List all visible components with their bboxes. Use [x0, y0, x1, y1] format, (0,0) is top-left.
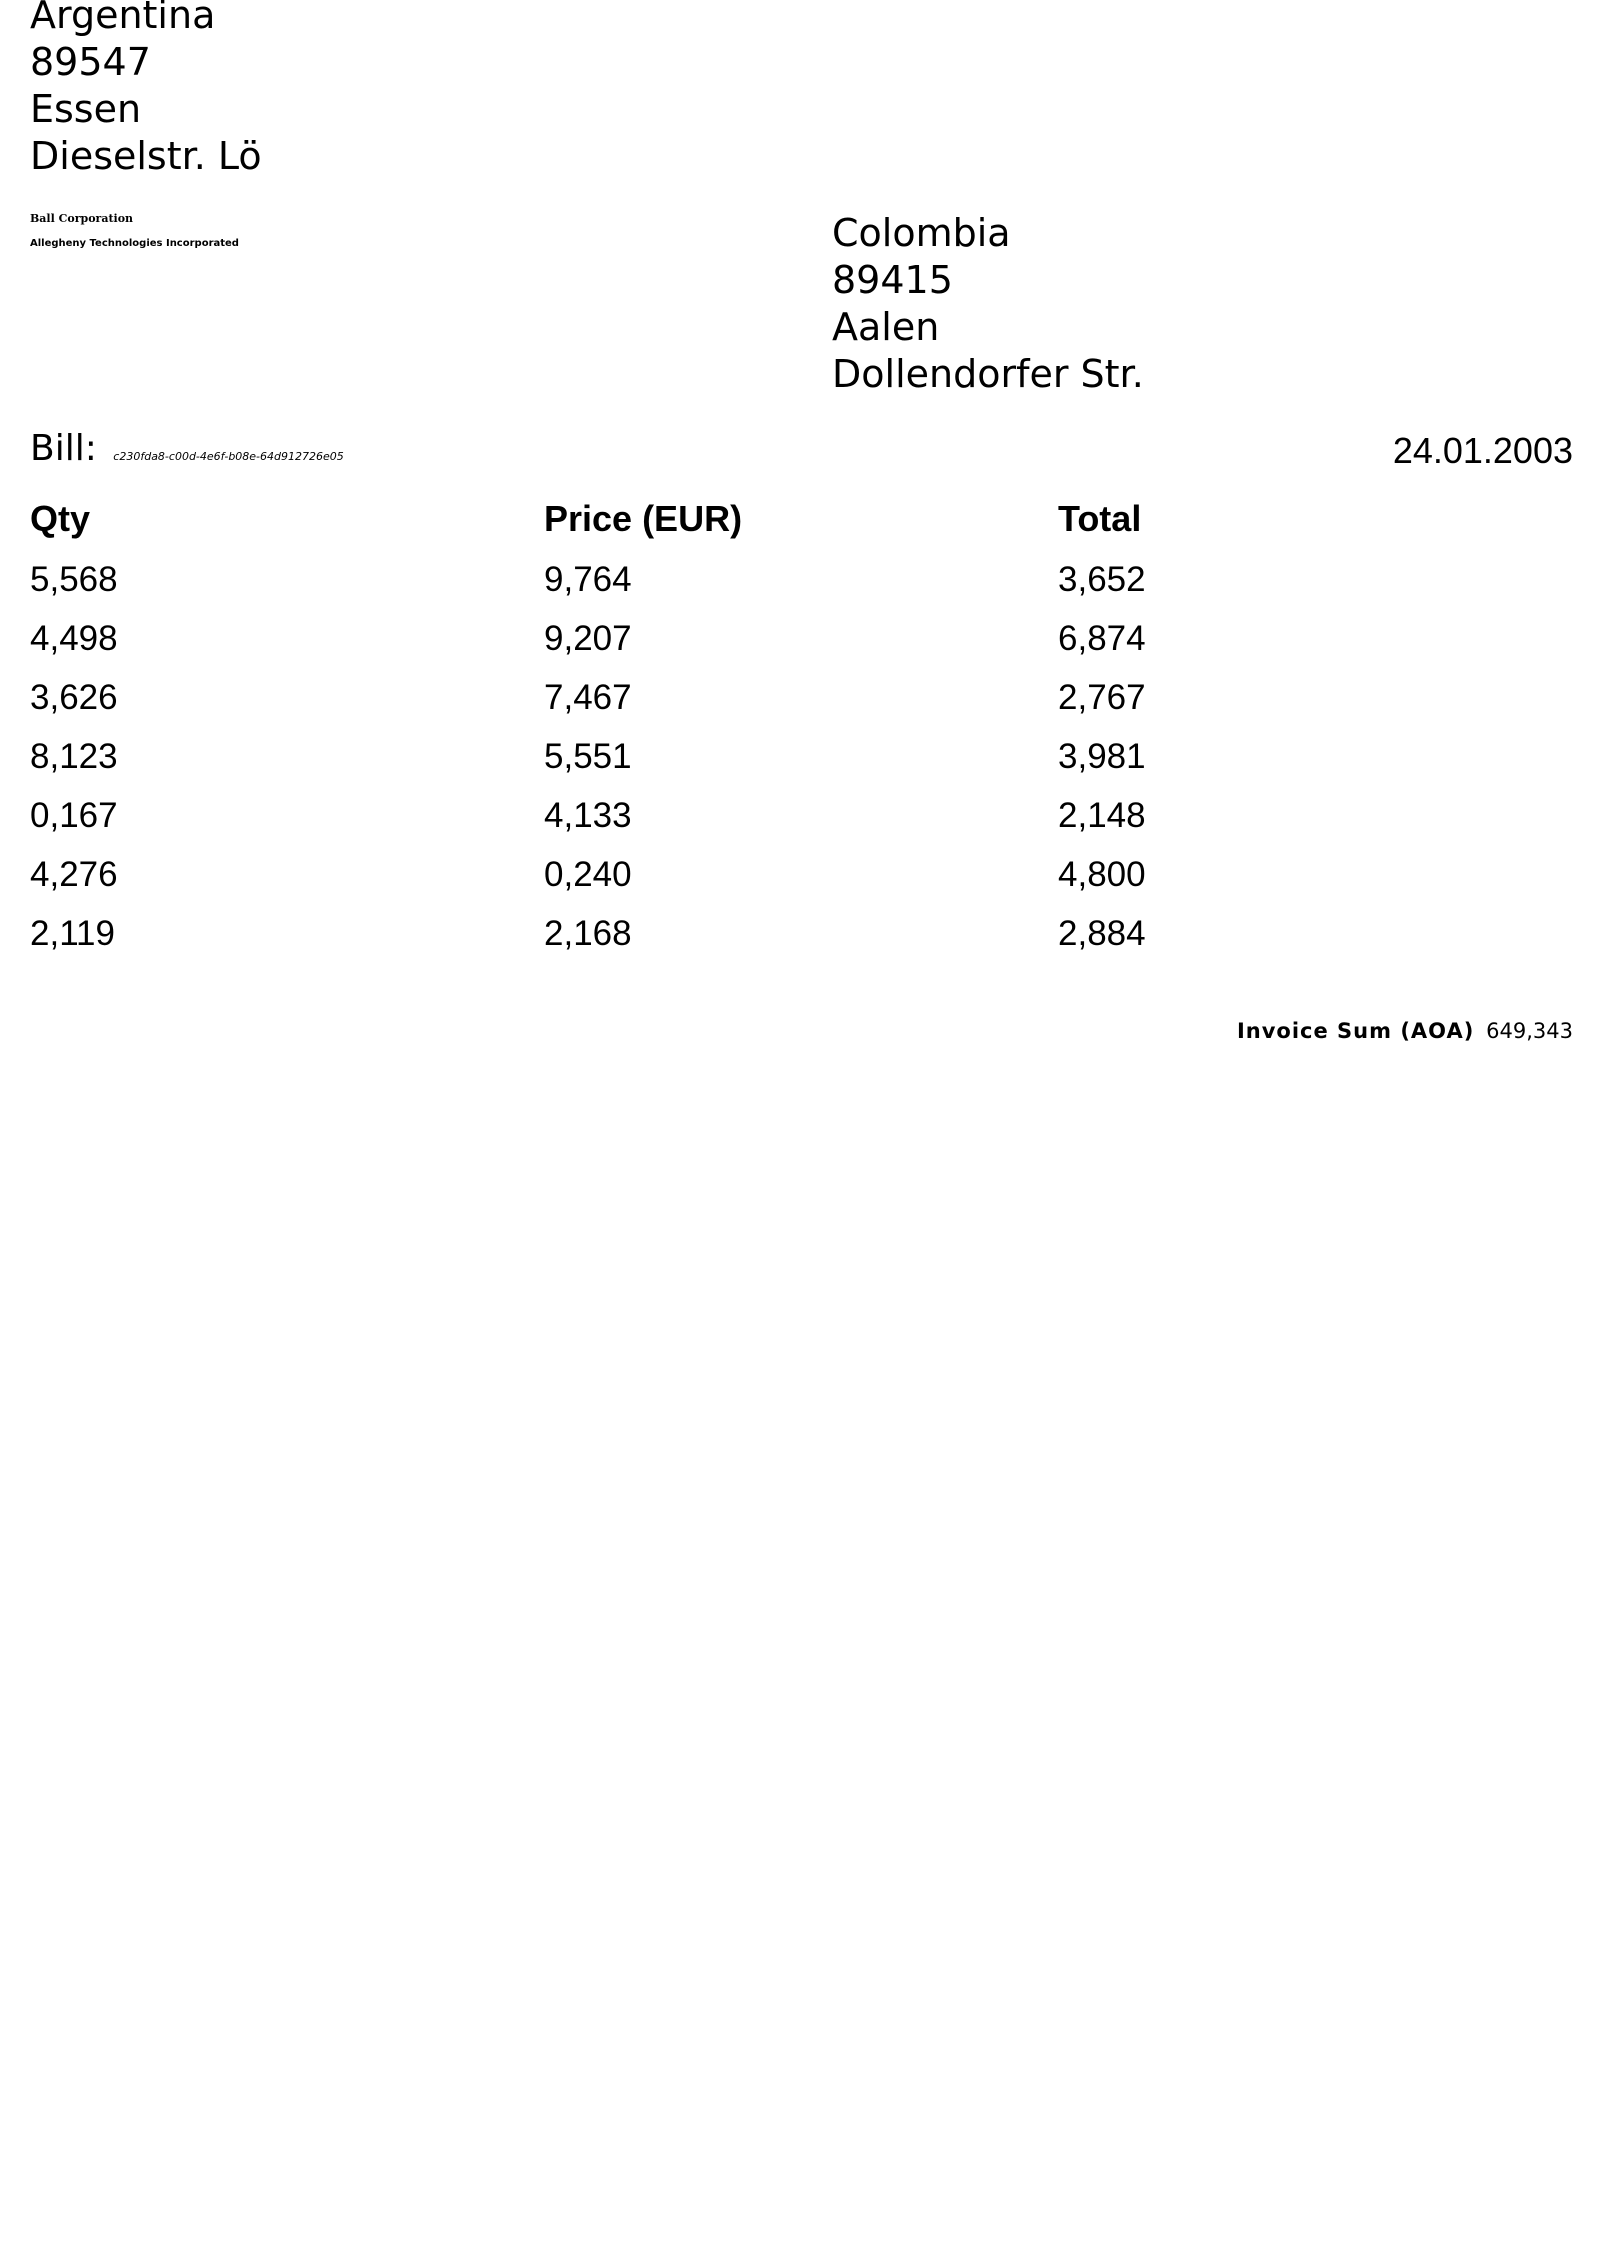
sender-city: Essen [30, 87, 142, 131]
table-row: 2,119 2,168 2,884 [30, 914, 1572, 973]
cell-total: 3,652 [1058, 560, 1146, 599]
recipient-street: Dollendorfer Str. [832, 352, 1144, 396]
sender-street: Dieselstr. Lö [30, 134, 262, 178]
bill-date: 24.01.2003 [1392, 430, 1573, 471]
company-name-secondary: Allegheny Technologies Incorporated [30, 238, 239, 249]
company-names: Ball Corporation Allegheny Technologies … [30, 212, 239, 251]
cell-total: 2,767 [1058, 678, 1146, 717]
table-row: 0,167 4,133 2,148 [30, 796, 1572, 855]
recipient-city: Aalen [832, 305, 940, 349]
recipient-country: Colombia [832, 211, 1011, 255]
cell-price: 5,551 [544, 737, 632, 776]
cell-price: 0,240 [544, 855, 632, 894]
table-row: 5,568 9,764 3,652 [30, 560, 1572, 619]
cell-price: 7,467 [544, 678, 632, 717]
cell-total: 6,874 [1058, 619, 1146, 658]
table-row: 8,123 5,551 3,981 [30, 737, 1572, 796]
table-row: 4,276 0,240 4,800 [30, 855, 1572, 914]
sender-postal-code: 89547 [30, 40, 151, 84]
recipient-postal-code: 89415 [832, 258, 953, 302]
cell-price: 2,168 [544, 914, 632, 953]
cell-qty: 8,123 [30, 737, 118, 776]
invoice-sum: Invoice Sum (AOA) 649,343 [1237, 1019, 1573, 1044]
cell-price: 9,764 [544, 560, 632, 599]
line-items-table: Qty Price (EUR) Total 5,568 9,764 3,652 … [30, 498, 1572, 973]
bill-header: Bill: c230fda8-c00d-4e6f-b08e-64d912726e… [30, 428, 344, 469]
cell-qty: 5,568 [30, 560, 118, 599]
header-qty: Qty [30, 498, 91, 539]
bill-label: Bill: [30, 428, 97, 469]
sender-country: Argentina [30, 0, 216, 37]
cell-qty: 4,276 [30, 855, 118, 894]
table-row: 3,626 7,467 2,767 [30, 678, 1572, 737]
invoice-sum-value: 649,343 [1486, 1019, 1573, 1043]
table-header-row: Qty Price (EUR) Total [30, 498, 1572, 560]
recipient-address: Colombia 89415 Aalen Dollendorfer Str. [832, 210, 1144, 398]
cell-total: 2,148 [1058, 796, 1146, 835]
cell-price: 4,133 [544, 796, 632, 835]
invoice-sum-label: Invoice Sum (AOA) [1236, 1019, 1475, 1043]
cell-total: 2,884 [1058, 914, 1146, 953]
cell-qty: 4,498 [30, 619, 118, 658]
sender-address: Argentina 89547 Essen Dieselstr. Lö [30, 0, 262, 180]
cell-qty: 0,167 [30, 796, 118, 835]
company-name-primary: Ball Corporation [30, 212, 134, 225]
table-row: 4,498 9,207 6,874 [30, 619, 1572, 678]
header-price: Price (EUR) [544, 498, 743, 539]
header-total: Total [1058, 498, 1142, 539]
cell-qty: 2,119 [30, 914, 115, 953]
cell-price: 9,207 [544, 619, 632, 658]
cell-total: 3,981 [1058, 737, 1146, 776]
cell-qty: 3,626 [30, 678, 118, 717]
cell-total: 4,800 [1058, 855, 1146, 894]
bill-id: c230fda8-c00d-4e6f-b08e-64d912726e05 [113, 450, 344, 463]
